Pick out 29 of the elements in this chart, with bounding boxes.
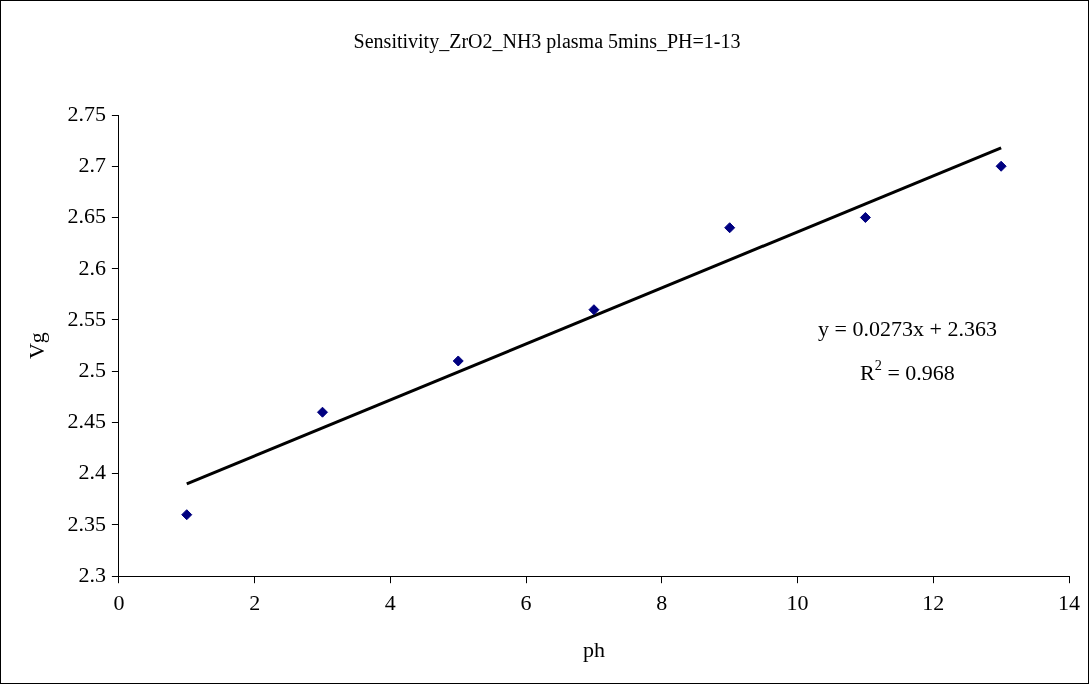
point [724, 222, 736, 234]
point [181, 509, 193, 521]
y-tick-label: 2.3 [78, 561, 106, 587]
point [859, 211, 871, 223]
point [452, 355, 464, 367]
x-tick-label: 12 [922, 590, 945, 616]
x-tick-label: 14 [1058, 590, 1080, 616]
x-tick-label: 2 [249, 590, 261, 616]
y-tick-label: 2.5 [78, 357, 106, 382]
y-tick-label: 2.35 [67, 510, 106, 536]
y-tick-label: 2.4 [78, 459, 106, 485]
x-tick-label: 0 [113, 590, 125, 616]
y-tick-label: 2.55 [67, 305, 106, 331]
chart-title: Sensitivity_ZrO2_NH3 plasma 5mins_PH=1-13 [353, 30, 741, 54]
annotation: y = 0.0273x + 2.363 [818, 316, 997, 342]
y-axis-title: Vg [23, 332, 49, 360]
x-tick-label: 4 [384, 590, 396, 616]
point [995, 160, 1007, 172]
y-tick-label: 2.45 [67, 408, 106, 434]
point [588, 304, 600, 316]
y-tick-label: 2.75 [67, 100, 106, 126]
y-tick-label: 2.7 [78, 152, 106, 178]
y-tick-label: 2.65 [67, 203, 106, 229]
x-tick-label: 8 [656, 590, 668, 616]
y-tick-label: 2.6 [78, 254, 106, 280]
x-tick-label: 6 [520, 590, 532, 616]
x-tick-label: 10 [786, 590, 809, 616]
point [316, 406, 328, 418]
x-axis-title: ph [582, 636, 605, 662]
